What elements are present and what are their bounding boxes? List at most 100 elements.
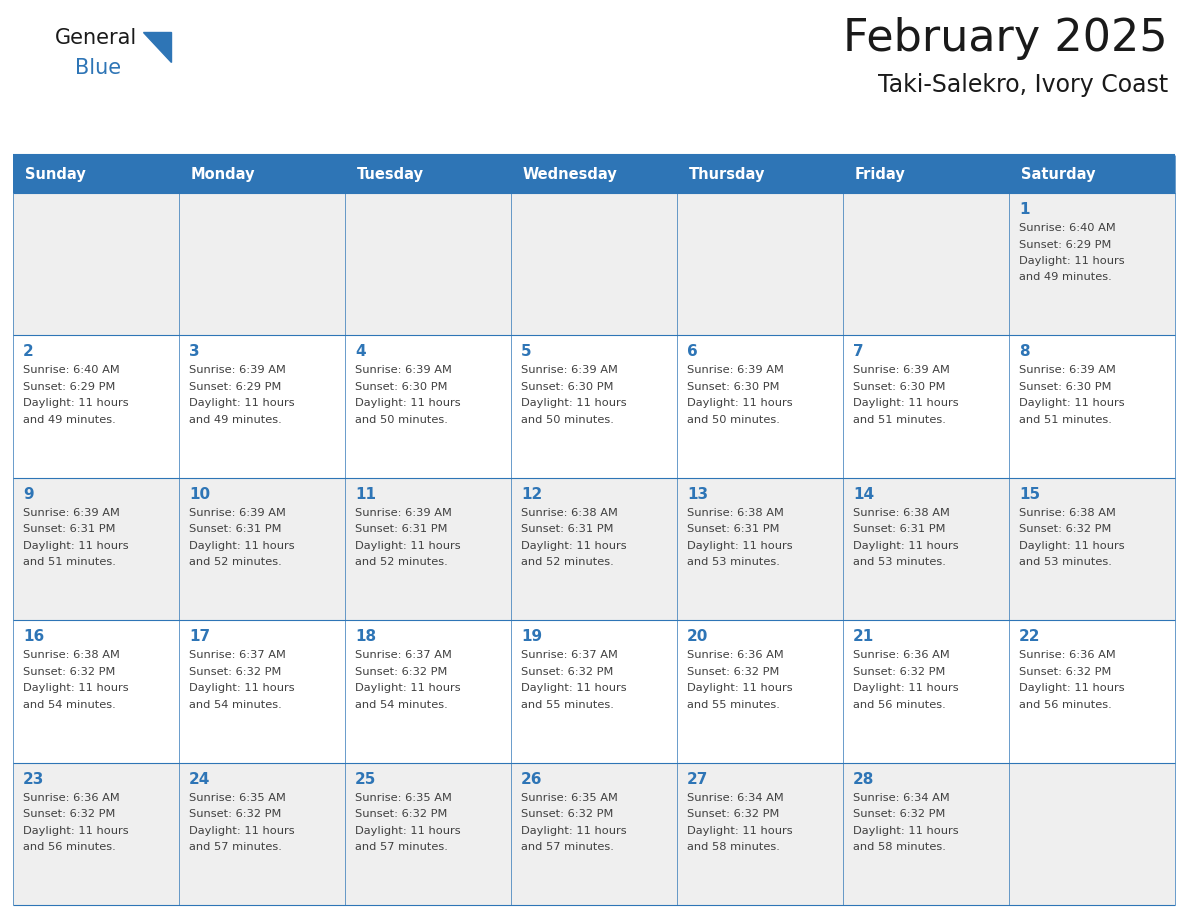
Text: Daylight: 11 hours: Daylight: 11 hours xyxy=(23,541,128,551)
Text: 13: 13 xyxy=(687,487,708,502)
Bar xyxy=(511,477,677,621)
Text: and 51 minutes.: and 51 minutes. xyxy=(1019,415,1112,425)
Text: and 58 minutes.: and 58 minutes. xyxy=(687,842,779,852)
Bar xyxy=(13,763,179,905)
Text: 14: 14 xyxy=(853,487,874,502)
Text: and 53 minutes.: and 53 minutes. xyxy=(687,557,779,567)
Text: Sunset: 6:32 PM: Sunset: 6:32 PM xyxy=(189,809,282,819)
Text: Sunrise: 6:39 AM: Sunrise: 6:39 AM xyxy=(687,365,784,375)
Bar xyxy=(677,763,843,905)
Text: Sunset: 6:31 PM: Sunset: 6:31 PM xyxy=(23,524,115,534)
Bar xyxy=(179,763,345,905)
Text: Sunset: 6:31 PM: Sunset: 6:31 PM xyxy=(355,524,448,534)
Text: and 55 minutes.: and 55 minutes. xyxy=(522,700,614,710)
Text: and 53 minutes.: and 53 minutes. xyxy=(853,557,946,567)
Text: 20: 20 xyxy=(687,629,708,644)
Text: Sunrise: 6:39 AM: Sunrise: 6:39 AM xyxy=(189,508,286,518)
Text: Sunday: Sunday xyxy=(25,166,86,182)
Text: and 50 minutes.: and 50 minutes. xyxy=(355,415,448,425)
Bar xyxy=(843,335,1009,477)
Text: Daylight: 11 hours: Daylight: 11 hours xyxy=(853,541,959,551)
Bar xyxy=(345,763,511,905)
Text: Sunrise: 6:39 AM: Sunrise: 6:39 AM xyxy=(1019,365,1116,375)
Text: and 55 minutes.: and 55 minutes. xyxy=(687,700,779,710)
Bar xyxy=(13,477,179,621)
Text: 27: 27 xyxy=(687,772,708,787)
Text: Daylight: 11 hours: Daylight: 11 hours xyxy=(23,825,128,835)
Text: Sunrise: 6:37 AM: Sunrise: 6:37 AM xyxy=(355,650,451,660)
Text: Daylight: 11 hours: Daylight: 11 hours xyxy=(23,398,128,409)
Bar xyxy=(677,335,843,477)
Text: 23: 23 xyxy=(23,772,44,787)
Text: Sunset: 6:32 PM: Sunset: 6:32 PM xyxy=(1019,666,1112,677)
Text: 6: 6 xyxy=(687,344,697,360)
Text: Sunrise: 6:39 AM: Sunrise: 6:39 AM xyxy=(522,365,618,375)
Text: Daylight: 11 hours: Daylight: 11 hours xyxy=(189,398,295,409)
Text: Sunset: 6:32 PM: Sunset: 6:32 PM xyxy=(189,666,282,677)
Text: and 56 minutes.: and 56 minutes. xyxy=(853,700,946,710)
Text: Blue: Blue xyxy=(75,58,121,78)
Text: and 54 minutes.: and 54 minutes. xyxy=(23,700,115,710)
Text: Daylight: 11 hours: Daylight: 11 hours xyxy=(189,541,295,551)
Text: 17: 17 xyxy=(189,629,210,644)
Text: and 54 minutes.: and 54 minutes. xyxy=(189,700,282,710)
Text: 18: 18 xyxy=(355,629,377,644)
Text: Daylight: 11 hours: Daylight: 11 hours xyxy=(853,683,959,693)
Bar xyxy=(13,621,179,763)
Text: and 52 minutes.: and 52 minutes. xyxy=(355,557,448,567)
Bar xyxy=(179,193,345,335)
Bar xyxy=(511,193,677,335)
Text: and 56 minutes.: and 56 minutes. xyxy=(1019,700,1112,710)
Text: Saturday: Saturday xyxy=(1020,166,1095,182)
Text: Monday: Monday xyxy=(191,166,255,182)
Text: Sunset: 6:32 PM: Sunset: 6:32 PM xyxy=(23,666,115,677)
Bar xyxy=(677,155,843,193)
Text: and 51 minutes.: and 51 minutes. xyxy=(853,415,946,425)
Text: Wednesday: Wednesday xyxy=(523,166,618,182)
Text: 4: 4 xyxy=(355,344,366,360)
Bar xyxy=(843,621,1009,763)
Text: Sunset: 6:31 PM: Sunset: 6:31 PM xyxy=(687,524,779,534)
Text: Sunset: 6:30 PM: Sunset: 6:30 PM xyxy=(687,382,779,392)
Text: Sunset: 6:30 PM: Sunset: 6:30 PM xyxy=(355,382,448,392)
Bar xyxy=(843,477,1009,621)
Text: and 49 minutes.: and 49 minutes. xyxy=(189,415,282,425)
Bar xyxy=(843,155,1009,193)
Text: Daylight: 11 hours: Daylight: 11 hours xyxy=(1019,683,1125,693)
Text: 8: 8 xyxy=(1019,344,1030,360)
Text: Daylight: 11 hours: Daylight: 11 hours xyxy=(1019,256,1125,266)
Text: Sunset: 6:32 PM: Sunset: 6:32 PM xyxy=(853,809,946,819)
Text: 10: 10 xyxy=(189,487,210,502)
Text: Sunset: 6:32 PM: Sunset: 6:32 PM xyxy=(853,666,946,677)
Bar xyxy=(677,621,843,763)
Text: Sunrise: 6:39 AM: Sunrise: 6:39 AM xyxy=(853,365,950,375)
Text: Daylight: 11 hours: Daylight: 11 hours xyxy=(355,398,461,409)
Text: Sunset: 6:32 PM: Sunset: 6:32 PM xyxy=(355,666,448,677)
Text: Taki-Salekro, Ivory Coast: Taki-Salekro, Ivory Coast xyxy=(878,73,1168,97)
Text: and 52 minutes.: and 52 minutes. xyxy=(189,557,282,567)
Text: Sunset: 6:32 PM: Sunset: 6:32 PM xyxy=(522,666,613,677)
Text: 11: 11 xyxy=(355,487,375,502)
Text: Daylight: 11 hours: Daylight: 11 hours xyxy=(189,825,295,835)
Text: Daylight: 11 hours: Daylight: 11 hours xyxy=(687,683,792,693)
Text: General: General xyxy=(55,28,138,48)
Text: 28: 28 xyxy=(853,772,874,787)
Text: Sunrise: 6:34 AM: Sunrise: 6:34 AM xyxy=(853,792,949,802)
Text: Sunrise: 6:35 AM: Sunrise: 6:35 AM xyxy=(522,792,618,802)
Text: Sunrise: 6:36 AM: Sunrise: 6:36 AM xyxy=(1019,650,1116,660)
Text: and 54 minutes.: and 54 minutes. xyxy=(355,700,448,710)
Bar xyxy=(843,763,1009,905)
Bar xyxy=(1009,155,1175,193)
Text: Sunset: 6:30 PM: Sunset: 6:30 PM xyxy=(1019,382,1112,392)
Bar xyxy=(1009,763,1175,905)
Text: 9: 9 xyxy=(23,487,33,502)
Bar xyxy=(179,621,345,763)
Text: Sunrise: 6:39 AM: Sunrise: 6:39 AM xyxy=(189,365,286,375)
Text: Sunrise: 6:40 AM: Sunrise: 6:40 AM xyxy=(23,365,120,375)
Bar xyxy=(1009,193,1175,335)
Text: 26: 26 xyxy=(522,772,543,787)
Bar xyxy=(511,335,677,477)
Text: Daylight: 11 hours: Daylight: 11 hours xyxy=(1019,541,1125,551)
Text: Sunrise: 6:38 AM: Sunrise: 6:38 AM xyxy=(687,508,784,518)
Bar xyxy=(179,155,345,193)
